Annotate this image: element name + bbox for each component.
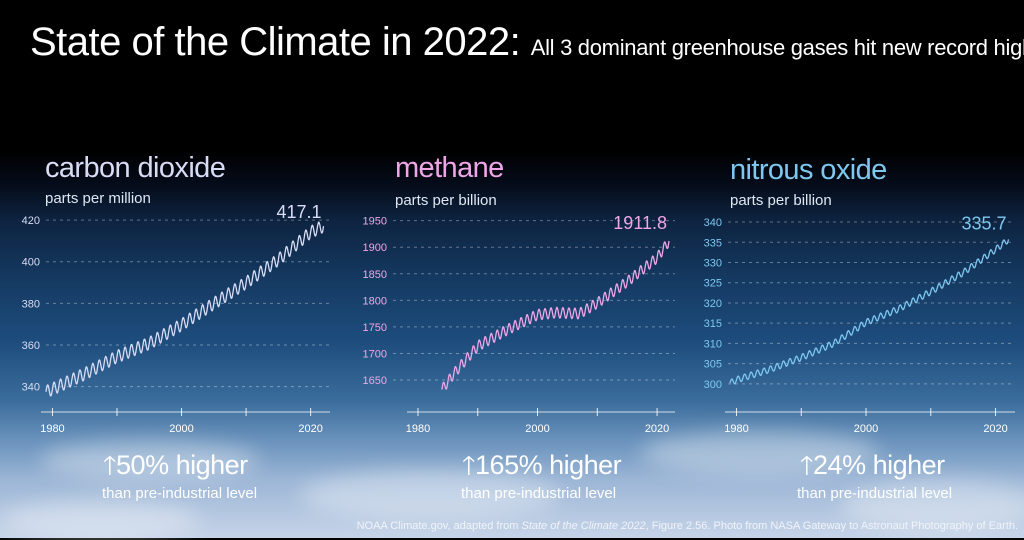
x-tick-label: 2000 [169, 423, 193, 435]
cloud [40, 440, 260, 480]
co2-chart: 340 360 380 400 420 1980 2000 2020 417.1 [22, 202, 330, 435]
y-tick-label: 1750 [363, 322, 387, 334]
x-tick-label: 2020 [983, 423, 1007, 435]
y-tick-label: 315 [704, 318, 722, 330]
methane-change-note: than pre-industrial level [461, 485, 617, 502]
co2-name: carbon dioxide [45, 152, 226, 184]
y-tick-label: 310 [704, 338, 722, 350]
methane-panel: methane parts per billion 1650 1700 1750 18… [350, 150, 680, 530]
y-tick-label: 1900 [363, 242, 387, 254]
y-tick-label: 305 [704, 359, 722, 371]
cloud [0, 500, 200, 540]
methane-chart: 1650 1700 1750 1800 1850 1900 1950 1980 2000 2020… [363, 213, 675, 435]
y-tick-label: 360 [22, 340, 40, 352]
y-tick-label: 340 [22, 382, 40, 394]
y-tick-label: 335 [704, 237, 722, 249]
co2-change-text: 50% higher [116, 450, 248, 480]
methane-name: methane [395, 152, 504, 184]
n2o-panel: nitrous oxide parts per billion 300 305 31… [685, 150, 1015, 530]
title-main: State of the Climate in 2022: [30, 20, 521, 64]
y-tick-label: 1850 [363, 269, 387, 281]
series-line [45, 221, 325, 397]
co2-change-note: than pre-industrial level [102, 485, 258, 502]
y-tick-label: 380 [22, 298, 40, 310]
y-tick-label: 1950 [363, 216, 387, 228]
x-tick-label: 2020 [645, 423, 669, 435]
co2-change: 🡑50% higher [103, 447, 248, 491]
title-subtitle: All 3 dominant greenhouse gases hit new … [530, 35, 1024, 60]
cloud [840, 480, 1024, 530]
methane-change: 🡑165% higher [462, 447, 622, 491]
co2-unit: parts per million [45, 190, 151, 207]
methane-change-text: 165% higher [475, 450, 622, 480]
n2o-name: nitrous oxide [730, 154, 887, 186]
cloud [300, 470, 560, 520]
latest-value-label: 417.1 [276, 202, 321, 222]
n2o-change: 🡑24% higher [800, 447, 945, 491]
x-tick-label: 1980 [406, 423, 430, 435]
y-tick-label: 340 [704, 217, 722, 229]
co2-panel: carbon dioxide parts per million 340 360 3… [0, 150, 330, 530]
x-tick-label: 2000 [525, 423, 549, 435]
n2o-change-note: than pre-industrial level [797, 485, 953, 502]
series-line [729, 239, 1010, 385]
latest-value-label: 335.7 [961, 213, 1006, 233]
methane-unit: parts per billion [395, 192, 497, 209]
credit-text-end: , Figure 2.56. Photo from NASA Gateway t… [645, 520, 1018, 532]
y-tick-label: 330 [704, 258, 722, 270]
n2o-unit: parts per billion [730, 192, 832, 209]
up-arrow-icon: 🡑 [800, 450, 814, 480]
x-tick-label: 1980 [40, 423, 64, 435]
up-arrow-icon: 🡑 [103, 450, 117, 480]
y-tick-label: 1800 [363, 295, 387, 307]
y-tick-label: 400 [22, 257, 40, 269]
y-tick-label: 1700 [363, 348, 387, 360]
up-arrow-icon: 🡑 [462, 450, 476, 480]
latest-value-label: 1911.8 [613, 213, 667, 233]
credit-report-title: State of the Climate 2022 [521, 520, 646, 532]
image-credit: NOAA Climate.gov, adapted from State of … [357, 520, 1018, 532]
y-tick-label: 320 [704, 298, 722, 310]
n2o-change-text: 24% higher [813, 450, 945, 480]
x-tick-label: 2000 [854, 423, 878, 435]
y-tick-label: 1650 [363, 375, 387, 387]
x-tick-label: 2020 [298, 423, 322, 435]
cloud [640, 430, 880, 475]
n2o-chart: 300 305 310 315 320 325 330 335 340 1980 2000 2020 3… [704, 213, 1015, 435]
y-tick-label: 420 [22, 215, 40, 227]
y-tick-label: 300 [704, 379, 722, 391]
series-line [441, 240, 670, 390]
x-tick-label: 1980 [724, 423, 748, 435]
credit-text-start: NOAA Climate.gov, adapted from [356, 520, 522, 532]
page-title: State of the Climate in 2022: All 3 domi… [30, 20, 1024, 65]
y-tick-label: 325 [704, 278, 722, 290]
